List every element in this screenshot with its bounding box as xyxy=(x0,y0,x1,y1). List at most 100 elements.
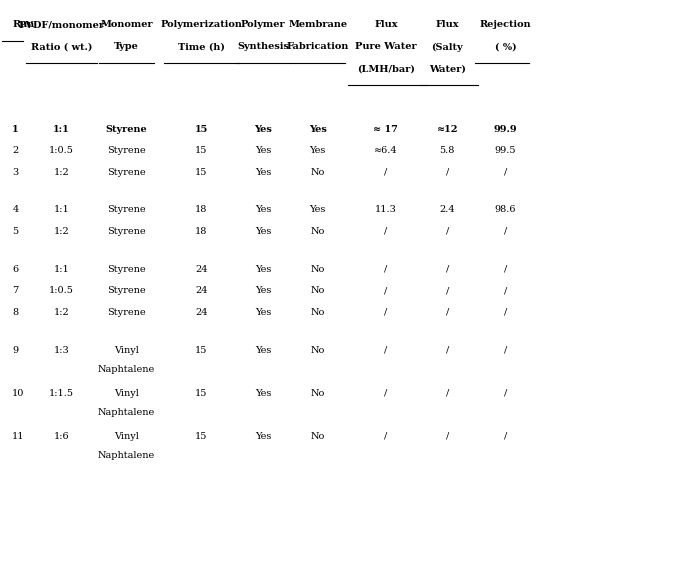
Text: Flux: Flux xyxy=(436,20,459,29)
Text: 1:1: 1:1 xyxy=(53,125,70,133)
Text: /: / xyxy=(385,432,387,441)
Text: Styrene: Styrene xyxy=(107,205,145,214)
Text: 1:2: 1:2 xyxy=(53,227,70,236)
Text: No: No xyxy=(310,168,325,176)
Text: Yes: Yes xyxy=(255,346,271,354)
Text: /: / xyxy=(504,168,507,176)
Text: 15: 15 xyxy=(195,146,208,155)
Text: 8: 8 xyxy=(12,308,18,317)
Text: Styrene: Styrene xyxy=(107,146,145,155)
Text: Time (h): Time (h) xyxy=(178,42,225,51)
Text: PVDF/monomer: PVDF/monomer xyxy=(18,20,104,29)
Text: Yes: Yes xyxy=(309,205,326,214)
Text: 99.9: 99.9 xyxy=(494,125,517,133)
Text: /: / xyxy=(446,389,449,398)
Text: No: No xyxy=(310,432,325,441)
Text: 15: 15 xyxy=(195,389,208,398)
Text: /: / xyxy=(385,346,387,354)
Text: /: / xyxy=(504,265,507,274)
Text: No: No xyxy=(310,308,325,317)
Text: 11: 11 xyxy=(12,432,25,441)
Text: (LMH/bar): (LMH/bar) xyxy=(357,65,415,73)
Text: 1:1.5: 1:1.5 xyxy=(49,389,74,398)
Text: Styrene: Styrene xyxy=(105,125,148,133)
Text: 15: 15 xyxy=(195,168,208,176)
Text: 2.4: 2.4 xyxy=(440,205,455,214)
Text: Styrene: Styrene xyxy=(107,308,145,317)
Text: No: No xyxy=(310,227,325,236)
Text: 1:2: 1:2 xyxy=(53,168,70,176)
Text: Yes: Yes xyxy=(255,168,271,176)
Text: Naphtalene: Naphtalene xyxy=(98,365,155,374)
Text: 4: 4 xyxy=(12,205,18,214)
Text: 7: 7 xyxy=(12,286,18,295)
Text: Yes: Yes xyxy=(255,265,271,274)
Text: No: No xyxy=(310,286,325,295)
Text: /: / xyxy=(446,227,449,236)
Text: Naphtalene: Naphtalene xyxy=(98,408,155,417)
Text: 15: 15 xyxy=(195,346,208,354)
Text: /: / xyxy=(385,308,387,317)
Text: ≈12: ≈12 xyxy=(436,125,458,133)
Text: /: / xyxy=(385,265,387,274)
Text: /: / xyxy=(504,308,507,317)
Text: Yes: Yes xyxy=(309,125,326,133)
Text: Fabrication: Fabrication xyxy=(286,42,349,51)
Text: 1:6: 1:6 xyxy=(54,432,69,441)
Text: /: / xyxy=(504,432,507,441)
Text: /: / xyxy=(504,346,507,354)
Text: Water): Water) xyxy=(429,65,466,73)
Text: No: No xyxy=(310,265,325,274)
Text: Yes: Yes xyxy=(255,286,271,295)
Text: 10: 10 xyxy=(12,389,25,398)
Text: Membrane: Membrane xyxy=(288,20,347,29)
Text: 5: 5 xyxy=(12,227,18,236)
Text: /: / xyxy=(446,308,449,317)
Text: 5.8: 5.8 xyxy=(440,146,455,155)
Text: 9: 9 xyxy=(12,346,18,354)
Text: /: / xyxy=(385,227,387,236)
Text: 98.6: 98.6 xyxy=(494,205,516,214)
Text: No: No xyxy=(310,346,325,354)
Text: /: / xyxy=(504,227,507,236)
Text: 2: 2 xyxy=(12,146,18,155)
Text: Styrene: Styrene xyxy=(107,265,145,274)
Text: 1:1: 1:1 xyxy=(53,205,70,214)
Text: Synthesis: Synthesis xyxy=(237,42,289,51)
Text: ( %): ( %) xyxy=(494,42,516,51)
Text: /: / xyxy=(504,286,507,295)
Text: ≈ 17: ≈ 17 xyxy=(374,125,398,133)
Text: Yes: Yes xyxy=(254,125,272,133)
Text: 1:0.5: 1:0.5 xyxy=(49,146,74,155)
Text: 3: 3 xyxy=(12,168,18,176)
Text: 24: 24 xyxy=(195,286,208,295)
Text: Monomer: Monomer xyxy=(100,20,153,29)
Text: /: / xyxy=(504,389,507,398)
Text: Yes: Yes xyxy=(255,389,271,398)
Text: 24: 24 xyxy=(195,265,208,274)
Text: Yes: Yes xyxy=(255,205,271,214)
Text: Vinyl: Vinyl xyxy=(114,346,139,354)
Text: Pure Water: Pure Water xyxy=(355,42,417,51)
Text: Yes: Yes xyxy=(255,432,271,441)
Text: 99.5: 99.5 xyxy=(494,146,516,155)
Text: Naphtalene: Naphtalene xyxy=(98,451,155,460)
Text: 18: 18 xyxy=(195,227,208,236)
Text: /: / xyxy=(446,432,449,441)
Text: /: / xyxy=(446,286,449,295)
Text: Polymerization: Polymerization xyxy=(161,20,242,29)
Text: 24: 24 xyxy=(195,308,208,317)
Text: /: / xyxy=(446,346,449,354)
Text: No: No xyxy=(310,389,325,398)
Text: /: / xyxy=(385,286,387,295)
Text: 18: 18 xyxy=(195,205,208,214)
Text: /: / xyxy=(385,168,387,176)
Text: Styrene: Styrene xyxy=(107,227,145,236)
Text: 1: 1 xyxy=(12,125,19,133)
Text: Rejection: Rejection xyxy=(479,20,531,29)
Text: Run: Run xyxy=(12,20,35,29)
Text: 1:1: 1:1 xyxy=(53,265,70,274)
Text: Styrene: Styrene xyxy=(107,286,145,295)
Text: 15: 15 xyxy=(195,432,208,441)
Text: 6: 6 xyxy=(12,265,18,274)
